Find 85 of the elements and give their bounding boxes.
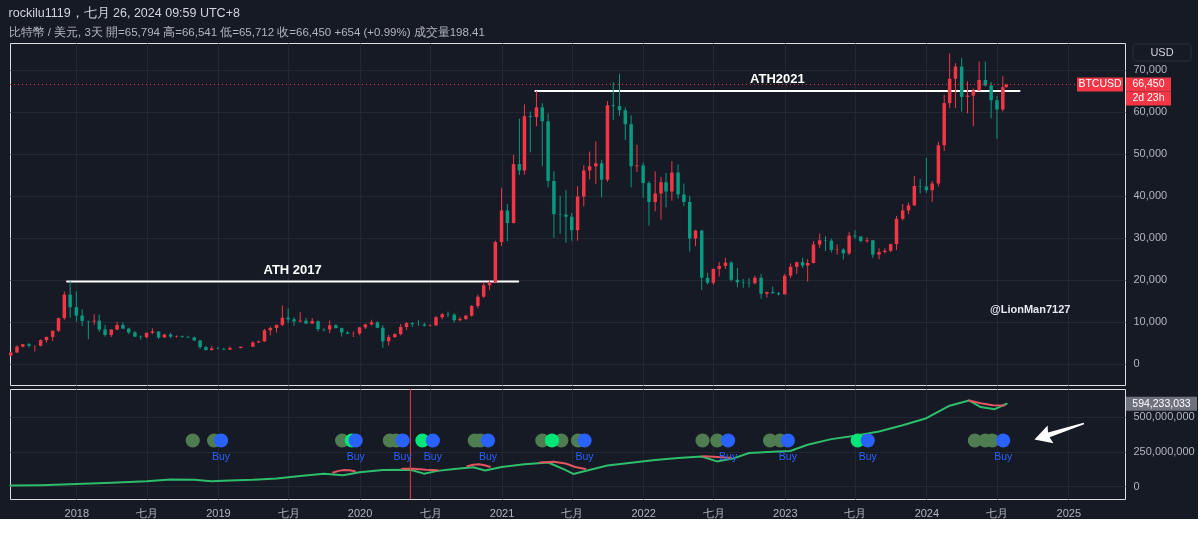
candlestick	[641, 161, 645, 199]
candlestick	[594, 140, 598, 185]
y-tick-label: 50,000	[1133, 147, 1168, 160]
candlestick	[558, 195, 562, 235]
candlestick	[115, 321, 119, 331]
candlestick	[68, 280, 72, 319]
candlestick	[783, 273, 787, 296]
candlestick	[611, 81, 616, 121]
x-tick-label: 2024	[914, 506, 940, 519]
candlestick	[765, 291, 769, 298]
candlestick	[381, 324, 385, 349]
candlestick	[924, 157, 929, 194]
x-tick-label: 2022	[631, 506, 656, 519]
candlestick	[930, 180, 934, 203]
annotation: ATH2021	[750, 70, 805, 86]
candlestick	[865, 236, 869, 244]
annotation: Buy	[858, 449, 878, 462]
candlestick	[995, 95, 999, 140]
annotation: ATH 2017	[263, 261, 322, 277]
candlestick	[228, 345, 232, 351]
x-tick-label: 2025	[1056, 506, 1082, 519]
candlestick	[653, 170, 657, 212]
x-tick-label: 七月	[277, 506, 300, 519]
candlestick	[847, 231, 851, 256]
x-tick-label: 2023	[773, 506, 798, 519]
candlestick	[74, 290, 79, 323]
candlestick	[682, 183, 686, 207]
candlestick	[805, 258, 810, 283]
x-tick-label: 2020	[347, 506, 373, 519]
annotation: Buy	[994, 449, 1013, 462]
annotation: Buy	[575, 449, 595, 462]
y-tick-label: 0	[1133, 479, 1140, 492]
y-tick-label: 40,000	[1133, 189, 1168, 202]
y-tick-label: 20,000	[1133, 273, 1168, 286]
candlestick	[659, 176, 663, 221]
annotation: Buy	[346, 449, 366, 462]
candlestick	[759, 273, 763, 300]
x-tick-label: 七月	[844, 506, 867, 519]
annotation: Buy	[478, 449, 498, 462]
candlestick	[877, 247, 881, 260]
y-tick-label: 60,000	[1133, 105, 1168, 118]
y-tick-label: 0	[1133, 357, 1140, 370]
candlestick	[989, 81, 993, 119]
candlestick	[564, 189, 568, 244]
x-tick-label: 七月	[136, 506, 159, 519]
x-tick-label: 七月	[986, 506, 1009, 519]
x-tick-label: 2018	[64, 506, 90, 519]
text: USD	[1150, 45, 1174, 58]
candlestick	[647, 180, 651, 227]
y-tick-label: 250,000,000	[1133, 445, 1195, 458]
x-tick-label: 七月	[561, 506, 584, 519]
candlestick	[528, 111, 533, 153]
y-tick-label: 70,000	[1133, 63, 1168, 75]
ref-line-label: 66,450	[1132, 77, 1165, 90]
y-tick-label: 30,000	[1133, 231, 1168, 244]
candlestick	[670, 160, 674, 202]
candlestick	[676, 164, 680, 200]
candlestick	[635, 144, 639, 173]
candlestick	[729, 260, 733, 283]
candlestick	[664, 172, 668, 208]
y-tick-label: 10,000	[1133, 315, 1168, 328]
y-tick-label: 500,000,000	[1133, 410, 1195, 423]
candlestick	[823, 235, 828, 252]
annotation: BTCUSD	[1078, 77, 1122, 90]
candlestick	[103, 324, 107, 338]
candlestick	[304, 317, 308, 325]
text: 594,233,033	[1132, 396, 1191, 409]
candlestick	[853, 229, 857, 240]
text: 2d 23h	[1132, 91, 1165, 104]
x-tick-label: 七月	[419, 506, 442, 519]
annotation: Buy	[423, 449, 443, 462]
annotation: @LionMan7127	[990, 302, 1071, 315]
candlestick	[446, 311, 450, 318]
candlestick	[458, 316, 462, 322]
x-tick-label: 2021	[489, 506, 515, 519]
chart-title: rockilu1119，七月 26, 2024 09:59 UTC+8	[8, 5, 240, 20]
x-tick-label: 七月	[702, 506, 725, 519]
annotation: Buy	[778, 449, 798, 462]
candlestick	[883, 247, 887, 254]
candlestick	[292, 316, 296, 327]
chart-subtitle: 比特幣 / 美元, 3天 開=65,794 高=66,541 低=65,712 收=66,450 +654 (+0.99%) 成交量198.41	[8, 25, 485, 38]
annotation: Buy	[212, 449, 231, 462]
candlestick	[570, 212, 574, 242]
candlestick	[27, 342, 31, 348]
x-tick-label: 2019	[206, 506, 231, 519]
